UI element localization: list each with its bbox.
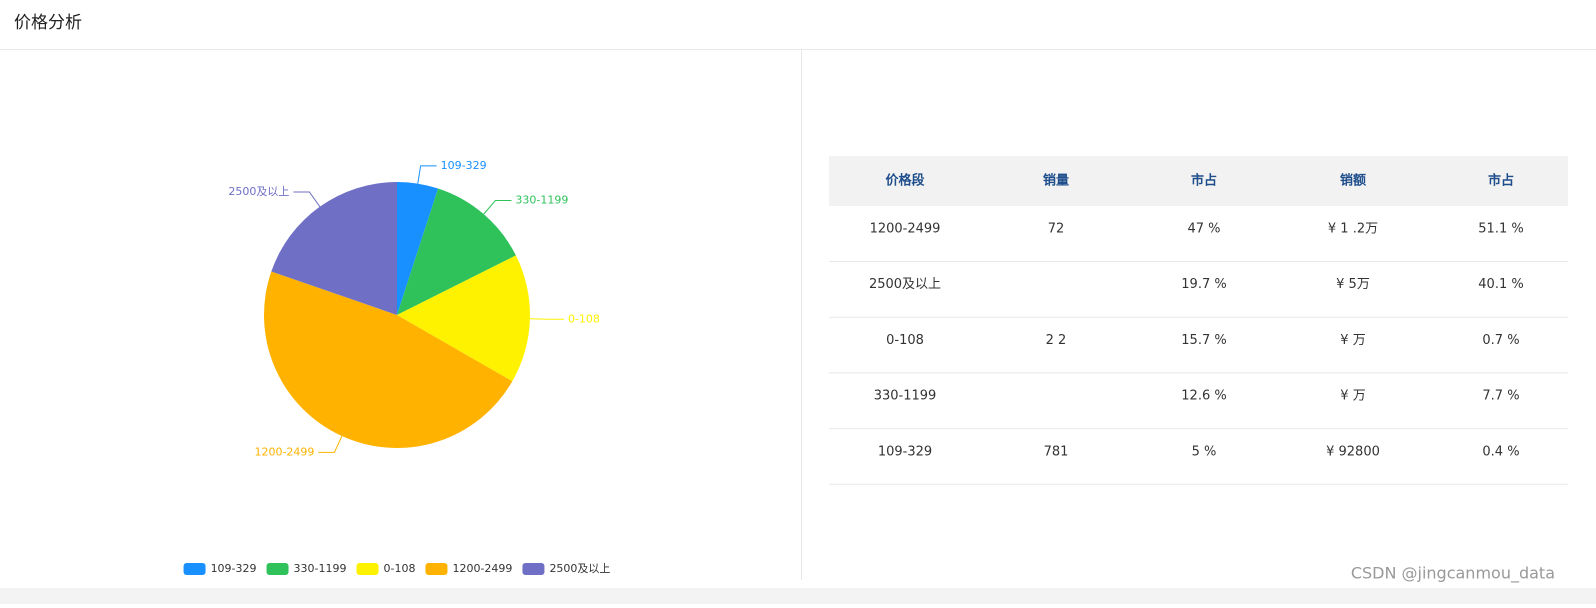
table-header-cell: 市占 bbox=[1191, 173, 1217, 189]
table-cell: ¥ 92800 bbox=[1326, 444, 1380, 459]
table-cell: 19.7 % bbox=[1181, 277, 1226, 292]
legend-swatch bbox=[266, 563, 289, 575]
table-header-bg bbox=[829, 156, 1568, 206]
table-cell: 1200-2499 bbox=[870, 222, 941, 237]
slice-label: 330-1199 bbox=[515, 193, 568, 206]
table-cell: 2 2 bbox=[1046, 333, 1067, 348]
legend-swatch bbox=[183, 563, 206, 575]
watermark: CSDN @jingcanmou_data bbox=[1351, 564, 1555, 584]
legend-swatch bbox=[356, 563, 379, 575]
pie-slice bbox=[397, 188, 516, 315]
leader-line bbox=[417, 165, 437, 184]
legend-swatch bbox=[522, 563, 545, 575]
table-cell: 0-108 bbox=[886, 333, 924, 348]
table-cell: 72 bbox=[1048, 222, 1065, 237]
table-cell: 109-329 bbox=[878, 444, 932, 459]
table-header-cell: 价格段 bbox=[885, 173, 924, 189]
leader-line bbox=[483, 199, 512, 215]
table-cell: ¥ 1 .2万 bbox=[1328, 222, 1378, 237]
table-cell: 12.6 % bbox=[1181, 389, 1226, 404]
table-cell: 0.7 % bbox=[1482, 333, 1519, 348]
table-cell: ¥ 万 bbox=[1340, 389, 1365, 404]
leader-line bbox=[318, 435, 343, 453]
table-cell: 15.7 % bbox=[1181, 333, 1226, 348]
legend-label: 1200-2499 bbox=[452, 562, 512, 575]
legend-label: 109-329 bbox=[211, 562, 257, 575]
pie-slice bbox=[271, 182, 397, 315]
table-cell: 2500及以上 bbox=[869, 277, 941, 292]
table-cell: ¥ 万 bbox=[1340, 333, 1365, 348]
table-header-cell: 销额 bbox=[1340, 173, 1366, 189]
leader-line bbox=[529, 318, 564, 320]
table-cell: 5 % bbox=[1192, 444, 1217, 459]
table-cell: 7.7 % bbox=[1482, 389, 1519, 404]
table-header-cell: 市占 bbox=[1488, 173, 1514, 189]
legend-label: 2500及以上 bbox=[549, 562, 610, 575]
legend-label: 330-1199 bbox=[294, 562, 347, 575]
table-cell: 40.1 % bbox=[1478, 277, 1523, 292]
pie-slice bbox=[397, 182, 439, 315]
slice-label: 2500及以上 bbox=[228, 185, 289, 198]
pie-slice bbox=[397, 255, 530, 382]
page-title: 价格分析 bbox=[14, 13, 82, 33]
table-cell: 330-1199 bbox=[874, 389, 937, 404]
slice-label: 1200-2499 bbox=[254, 445, 314, 458]
slice-label: 109-329 bbox=[441, 159, 487, 172]
table-cell: 47 % bbox=[1187, 222, 1220, 237]
table-cell: 51.1 % bbox=[1478, 222, 1523, 237]
table-cell: 781 bbox=[1044, 444, 1069, 459]
table-cell: ¥ 5万 bbox=[1336, 277, 1370, 292]
slice-label: 0-108 bbox=[568, 312, 600, 325]
legend-swatch bbox=[425, 563, 448, 575]
legend-label: 0-108 bbox=[384, 562, 416, 575]
table-cell: 0.4 % bbox=[1482, 444, 1519, 459]
pie-slice bbox=[264, 271, 513, 448]
table-header-cell: 销量 bbox=[1043, 173, 1069, 189]
leader-line bbox=[293, 191, 321, 207]
footer-strip bbox=[0, 588, 1596, 604]
